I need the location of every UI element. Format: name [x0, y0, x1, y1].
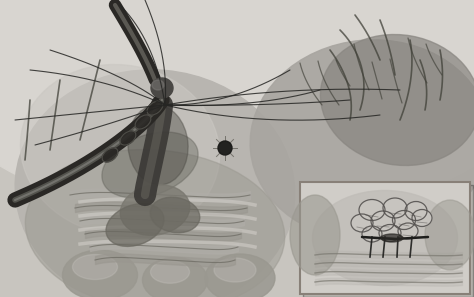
- FancyBboxPatch shape: [303, 185, 473, 297]
- FancyBboxPatch shape: [300, 182, 470, 294]
- Ellipse shape: [250, 40, 474, 240]
- Ellipse shape: [381, 234, 403, 242]
- Ellipse shape: [351, 214, 373, 232]
- Ellipse shape: [143, 257, 208, 297]
- Ellipse shape: [63, 250, 137, 297]
- Ellipse shape: [151, 261, 190, 283]
- Circle shape: [218, 141, 232, 155]
- Ellipse shape: [15, 70, 295, 297]
- Ellipse shape: [359, 200, 385, 220]
- Ellipse shape: [379, 225, 401, 241]
- Ellipse shape: [425, 200, 474, 270]
- Ellipse shape: [405, 201, 427, 220]
- Ellipse shape: [290, 195, 340, 275]
- Ellipse shape: [128, 105, 188, 185]
- Ellipse shape: [102, 148, 118, 162]
- Ellipse shape: [152, 80, 164, 90]
- Ellipse shape: [25, 149, 285, 297]
- Ellipse shape: [412, 209, 432, 227]
- Ellipse shape: [320, 34, 474, 165]
- Ellipse shape: [214, 258, 256, 282]
- Ellipse shape: [20, 64, 219, 236]
- Ellipse shape: [371, 211, 395, 231]
- Ellipse shape: [120, 131, 136, 145]
- Ellipse shape: [312, 190, 457, 285]
- Ellipse shape: [73, 255, 118, 279]
- Ellipse shape: [102, 132, 198, 198]
- Ellipse shape: [0, 0, 474, 220]
- Ellipse shape: [150, 197, 200, 233]
- Ellipse shape: [106, 203, 164, 247]
- Ellipse shape: [205, 254, 275, 297]
- Ellipse shape: [120, 185, 190, 235]
- Ellipse shape: [383, 198, 407, 218]
- Ellipse shape: [362, 226, 382, 242]
- Ellipse shape: [147, 101, 163, 115]
- Ellipse shape: [398, 223, 418, 239]
- Ellipse shape: [135, 115, 151, 129]
- Ellipse shape: [151, 78, 173, 98]
- Ellipse shape: [392, 211, 416, 230]
